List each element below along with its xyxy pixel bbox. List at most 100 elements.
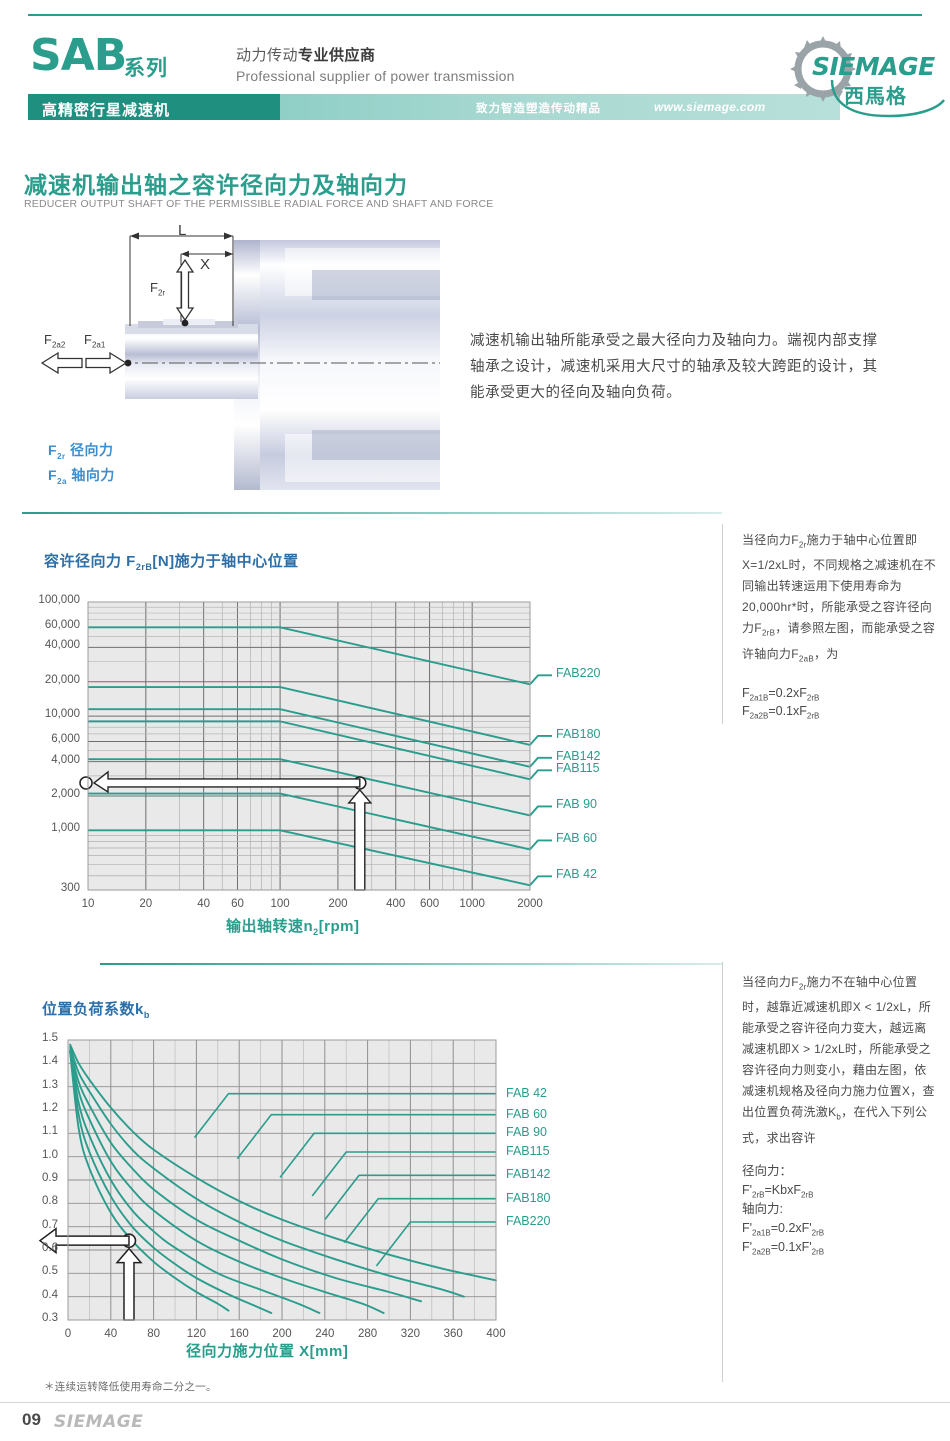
chart1-label-FAB142: FAB142 [556, 748, 601, 763]
side-note-1: 当径向力F2r施力于轴中心位置即X=1/2xL时，不同规格之减速机在不同输出转速… [742, 533, 937, 664]
footer-logo: SIEMAGE [54, 1412, 144, 1432]
chart1-xtick-5: 200 [328, 898, 348, 910]
chart2-label-FAB60: FAB 60 [506, 1106, 547, 1121]
company-logo: SIEMAGE 西馬格 [786, 30, 945, 118]
side-note-2-label-radial: 径向力： [742, 1164, 793, 1178]
chart2-xtick-10: 400 [486, 1328, 506, 1340]
label-F2a1: F2a1 [84, 332, 105, 350]
chart1-xtick-9: 2000 [517, 898, 543, 910]
chart2-plot [38, 1039, 497, 1321]
chart1-title: 容许径向力 F2rB[N]施力于轴中心位置 [44, 550, 299, 572]
chart1-label-FAB220: FAB220 [556, 666, 601, 681]
side-note-2-formula-axial-1: F'2a1B=0.2xF'2rB [742, 1221, 825, 1238]
chart2-ytick-8: 0.7 [42, 1218, 58, 1231]
chart1-title-sub: 2rB [135, 562, 153, 572]
header-accent-bar-gradient [280, 94, 840, 120]
chart2-xtick-2: 80 [147, 1328, 160, 1340]
chart2-label-FAB115: FAB115 [506, 1144, 550, 1158]
chart2-title-sub: b [143, 1010, 150, 1020]
chart2-xtick-7: 280 [358, 1328, 378, 1340]
side-note-2: 当径向力F2r施力不在轴中心位置时，越靠近减速机即X < 1/2xL，所能承受之… [742, 975, 935, 1145]
chart1-ytick-3: 20,000 [44, 673, 80, 686]
chart2-label-FAB42: FAB 42 [506, 1085, 547, 1100]
header-slogan-cn-bold: 专业供应商 [298, 47, 376, 64]
header-accent-bar [28, 94, 280, 120]
chart2-title: 位置负荷系数kb [42, 998, 150, 1020]
side-note-2-label-axial: 轴向力: [742, 1202, 783, 1216]
chart2-ytick-5: 1.0 [42, 1148, 58, 1161]
radial-force-arrow [175, 258, 195, 322]
chart2-ytick-9: 0.6 [42, 1242, 58, 1254]
chart1-title-pre: 容许径向力 [44, 553, 127, 570]
swoosh-icon [830, 79, 945, 118]
page-number: 09 [22, 1410, 41, 1429]
dimension-label-X: X [200, 256, 211, 273]
chart2-ytick-11: 0.4 [42, 1288, 58, 1301]
chart1-xtick-7: 600 [419, 898, 440, 910]
shaft-drawing [40, 232, 440, 490]
chart2-xtick-0: 0 [64, 1328, 72, 1340]
chart1-title-post: [N]施力于轴中心位置 [152, 553, 299, 570]
page-subtitle: REDUCER OUTPUT SHAFT OF THE PERMISSIBLE … [24, 198, 494, 210]
axial-force-arrow-left [40, 351, 83, 375]
chart2-xtick-4: 160 [229, 1328, 249, 1340]
chart1-plot [79, 601, 552, 891]
chart1-title-symbol: F [126, 553, 136, 570]
chart2-label-FAB180: FAB180 [506, 1190, 551, 1205]
chart1-ytick-8: 1,000 [51, 822, 80, 835]
dimension-label-L: L [178, 222, 187, 239]
divider-top [22, 512, 722, 514]
chart2-ytick-1: 1.4 [42, 1055, 58, 1068]
chart1-ytick-0: 100,000 [38, 594, 80, 606]
side-note-2-formula-axial-2: F'2a2B=0.1xF'2rB [742, 1240, 825, 1257]
chart2-label-FAB142: FAB142 [506, 1167, 551, 1182]
header-bar-slogan: 致力智造塑造传动精品 [476, 103, 601, 115]
chart1-label-FAB180: FAB180 [556, 726, 601, 741]
legend-radial-sub: 2r [57, 451, 66, 461]
chart1-label-FAB60: FAB 60 [556, 831, 597, 846]
chart1-xaxis-sub: 2 [313, 927, 319, 937]
chart2-ytick-10: 0.5 [42, 1265, 58, 1278]
chart1-ytick-5: 6,000 [51, 733, 80, 746]
chart1-ytick-7: 2,000 [51, 787, 80, 800]
chart1-xtick-0: 10 [81, 898, 95, 910]
label-F2a2: F2a2 [44, 332, 65, 350]
chart2-ytick-2: 1.3 [42, 1078, 58, 1091]
header-website-link[interactable]: www.siemage.com [654, 100, 766, 114]
chart1-xtick-8: 1000 [459, 898, 485, 910]
side-panel-divider-1 [722, 524, 950, 724]
chart1-xaxis-pre: 输出轴转速n [226, 918, 314, 935]
chart1-xtick-4: 100 [270, 898, 290, 910]
side-panel-divider-2 [722, 962, 950, 1382]
chart2-x-axis-title: 径向力施力位置 X[mm] [186, 1343, 349, 1360]
chart1-ytick-6: 4,000 [51, 753, 80, 766]
header-product-label: 高精密行星减速机 [42, 102, 171, 119]
gear-icon [790, 36, 856, 102]
chart2-ytick-7: 0.8 [42, 1195, 58, 1208]
chart1-ytick-2: 40,000 [44, 639, 80, 652]
label-F2r-sub: 2r [157, 288, 166, 298]
chart1-ytick-4: 10,000 [44, 708, 80, 721]
chart2-title-pre: 位置负荷系数k [42, 1001, 144, 1018]
chart1-label-FAB115: FAB115 [556, 761, 600, 776]
chart1-ytick-1: 60,000 [44, 619, 80, 632]
intro-paragraph: 减速机输出轴所能承受之最大径向力及轴向力。端视内部支撑轴承之设计，减速机采用大尺… [470, 333, 878, 401]
label-F2a1-sub: 2a1 [91, 340, 106, 350]
chart1-xaxis-post: [rpm] [318, 918, 360, 935]
side-note-2-formula-radial: F'2rB=KbxF2rB [742, 1183, 814, 1200]
label-F2a2-symbol: F [44, 332, 52, 347]
chart1-label-FAB42: FAB 42 [556, 867, 597, 882]
axial-force-arrow-right [85, 351, 128, 375]
chart1-ytick-9: 300 [60, 882, 80, 894]
header-slogan-cn-plain: 动力传动 [236, 47, 299, 64]
chart2-ytick-12: 0.3 [42, 1312, 58, 1324]
footnote: ＊连续运转降低使用寿命二分之一。 [44, 1381, 217, 1393]
legend-axial-text: 轴向力 [71, 467, 115, 483]
chart2-xtick-9: 360 [443, 1328, 463, 1340]
brand-logo-text: SAB [30, 30, 127, 81]
chart2-xtick-5: 200 [272, 1328, 292, 1340]
chart2-xtick-6: 240 [315, 1328, 335, 1340]
brand-series-label: 系列 [124, 57, 168, 80]
legend-axial-force: F2a 轴向力 [48, 465, 115, 486]
